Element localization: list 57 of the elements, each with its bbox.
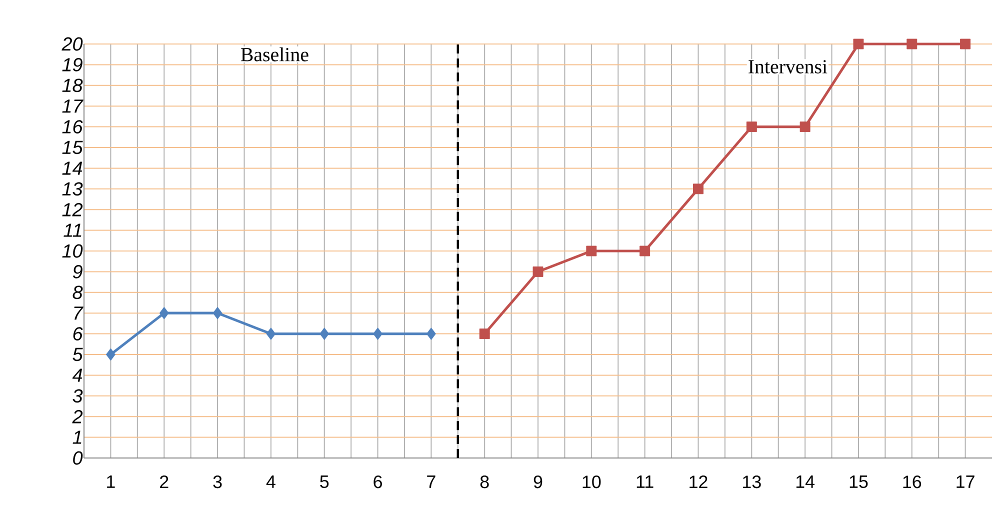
- y-tick-label: 2: [72, 410, 83, 424]
- y-tick-label: 15: [62, 140, 83, 154]
- point: [479, 328, 490, 340]
- y-tick-label: 19: [62, 58, 82, 72]
- y-tick-label: 18: [62, 78, 83, 92]
- x-tick-label: 14: [796, 476, 815, 488]
- point: [693, 184, 704, 194]
- point: [159, 306, 169, 320]
- x-tick-label: 9: [534, 476, 542, 488]
- y-tick-label: 20: [62, 37, 83, 51]
- point: [906, 38, 918, 50]
- point: [960, 38, 971, 50]
- y-tick-label: 13: [62, 182, 83, 196]
- x-tick-label: 8: [480, 476, 489, 488]
- y-tick-label: 5: [72, 348, 83, 362]
- annotation: Baseline: [240, 47, 308, 62]
- point: [746, 122, 757, 132]
- y-tick-label: 9: [72, 264, 82, 278]
- point: [586, 246, 597, 256]
- point: [532, 266, 544, 277]
- y-tick-label: 14: [62, 162, 82, 175]
- y-tick-label: 4: [72, 368, 82, 382]
- x-tick-label: 12: [690, 476, 708, 488]
- point: [426, 328, 436, 340]
- annotation: Intervensi: [748, 60, 828, 74]
- x-tick-label: 6: [374, 476, 382, 488]
- x-tick-label: 2: [160, 476, 168, 488]
- y-tick-label: 0: [73, 451, 83, 465]
- y-tick-label: 3: [72, 389, 83, 403]
- y-tick-label: 7: [74, 306, 84, 320]
- point: [266, 328, 276, 340]
- point: [640, 246, 650, 256]
- point: [853, 38, 864, 50]
- y-tick-label: 16: [62, 120, 83, 134]
- x-tick-label: 15: [850, 476, 868, 488]
- y-tick-label: 12: [62, 202, 83, 216]
- x-tick-label: 7: [427, 476, 436, 488]
- point: [800, 122, 810, 132]
- y-tick-label: 10: [62, 244, 83, 258]
- x-tick-label: 5: [320, 476, 329, 488]
- x-tick-label: 16: [903, 476, 922, 488]
- y-tick-label: 8: [72, 286, 83, 300]
- x-tick-label: 4: [266, 476, 276, 488]
- point: [373, 328, 383, 340]
- y-tick-label: 11: [64, 224, 82, 237]
- y-tick-label: 17: [62, 100, 84, 113]
- x-tick-label: 13: [743, 476, 761, 488]
- x-tick-label: 17: [956, 476, 974, 488]
- y-tick-label: 1: [72, 430, 82, 444]
- x-tick-label: 3: [213, 476, 222, 488]
- x-tick-label: 11: [636, 476, 654, 488]
- x-tick-label: 10: [582, 476, 601, 488]
- point: [106, 348, 116, 361]
- y-tick-label: 6: [73, 327, 83, 340]
- point: [212, 306, 222, 320]
- point: [320, 328, 330, 340]
- x-tick-label: 1: [107, 476, 115, 488]
